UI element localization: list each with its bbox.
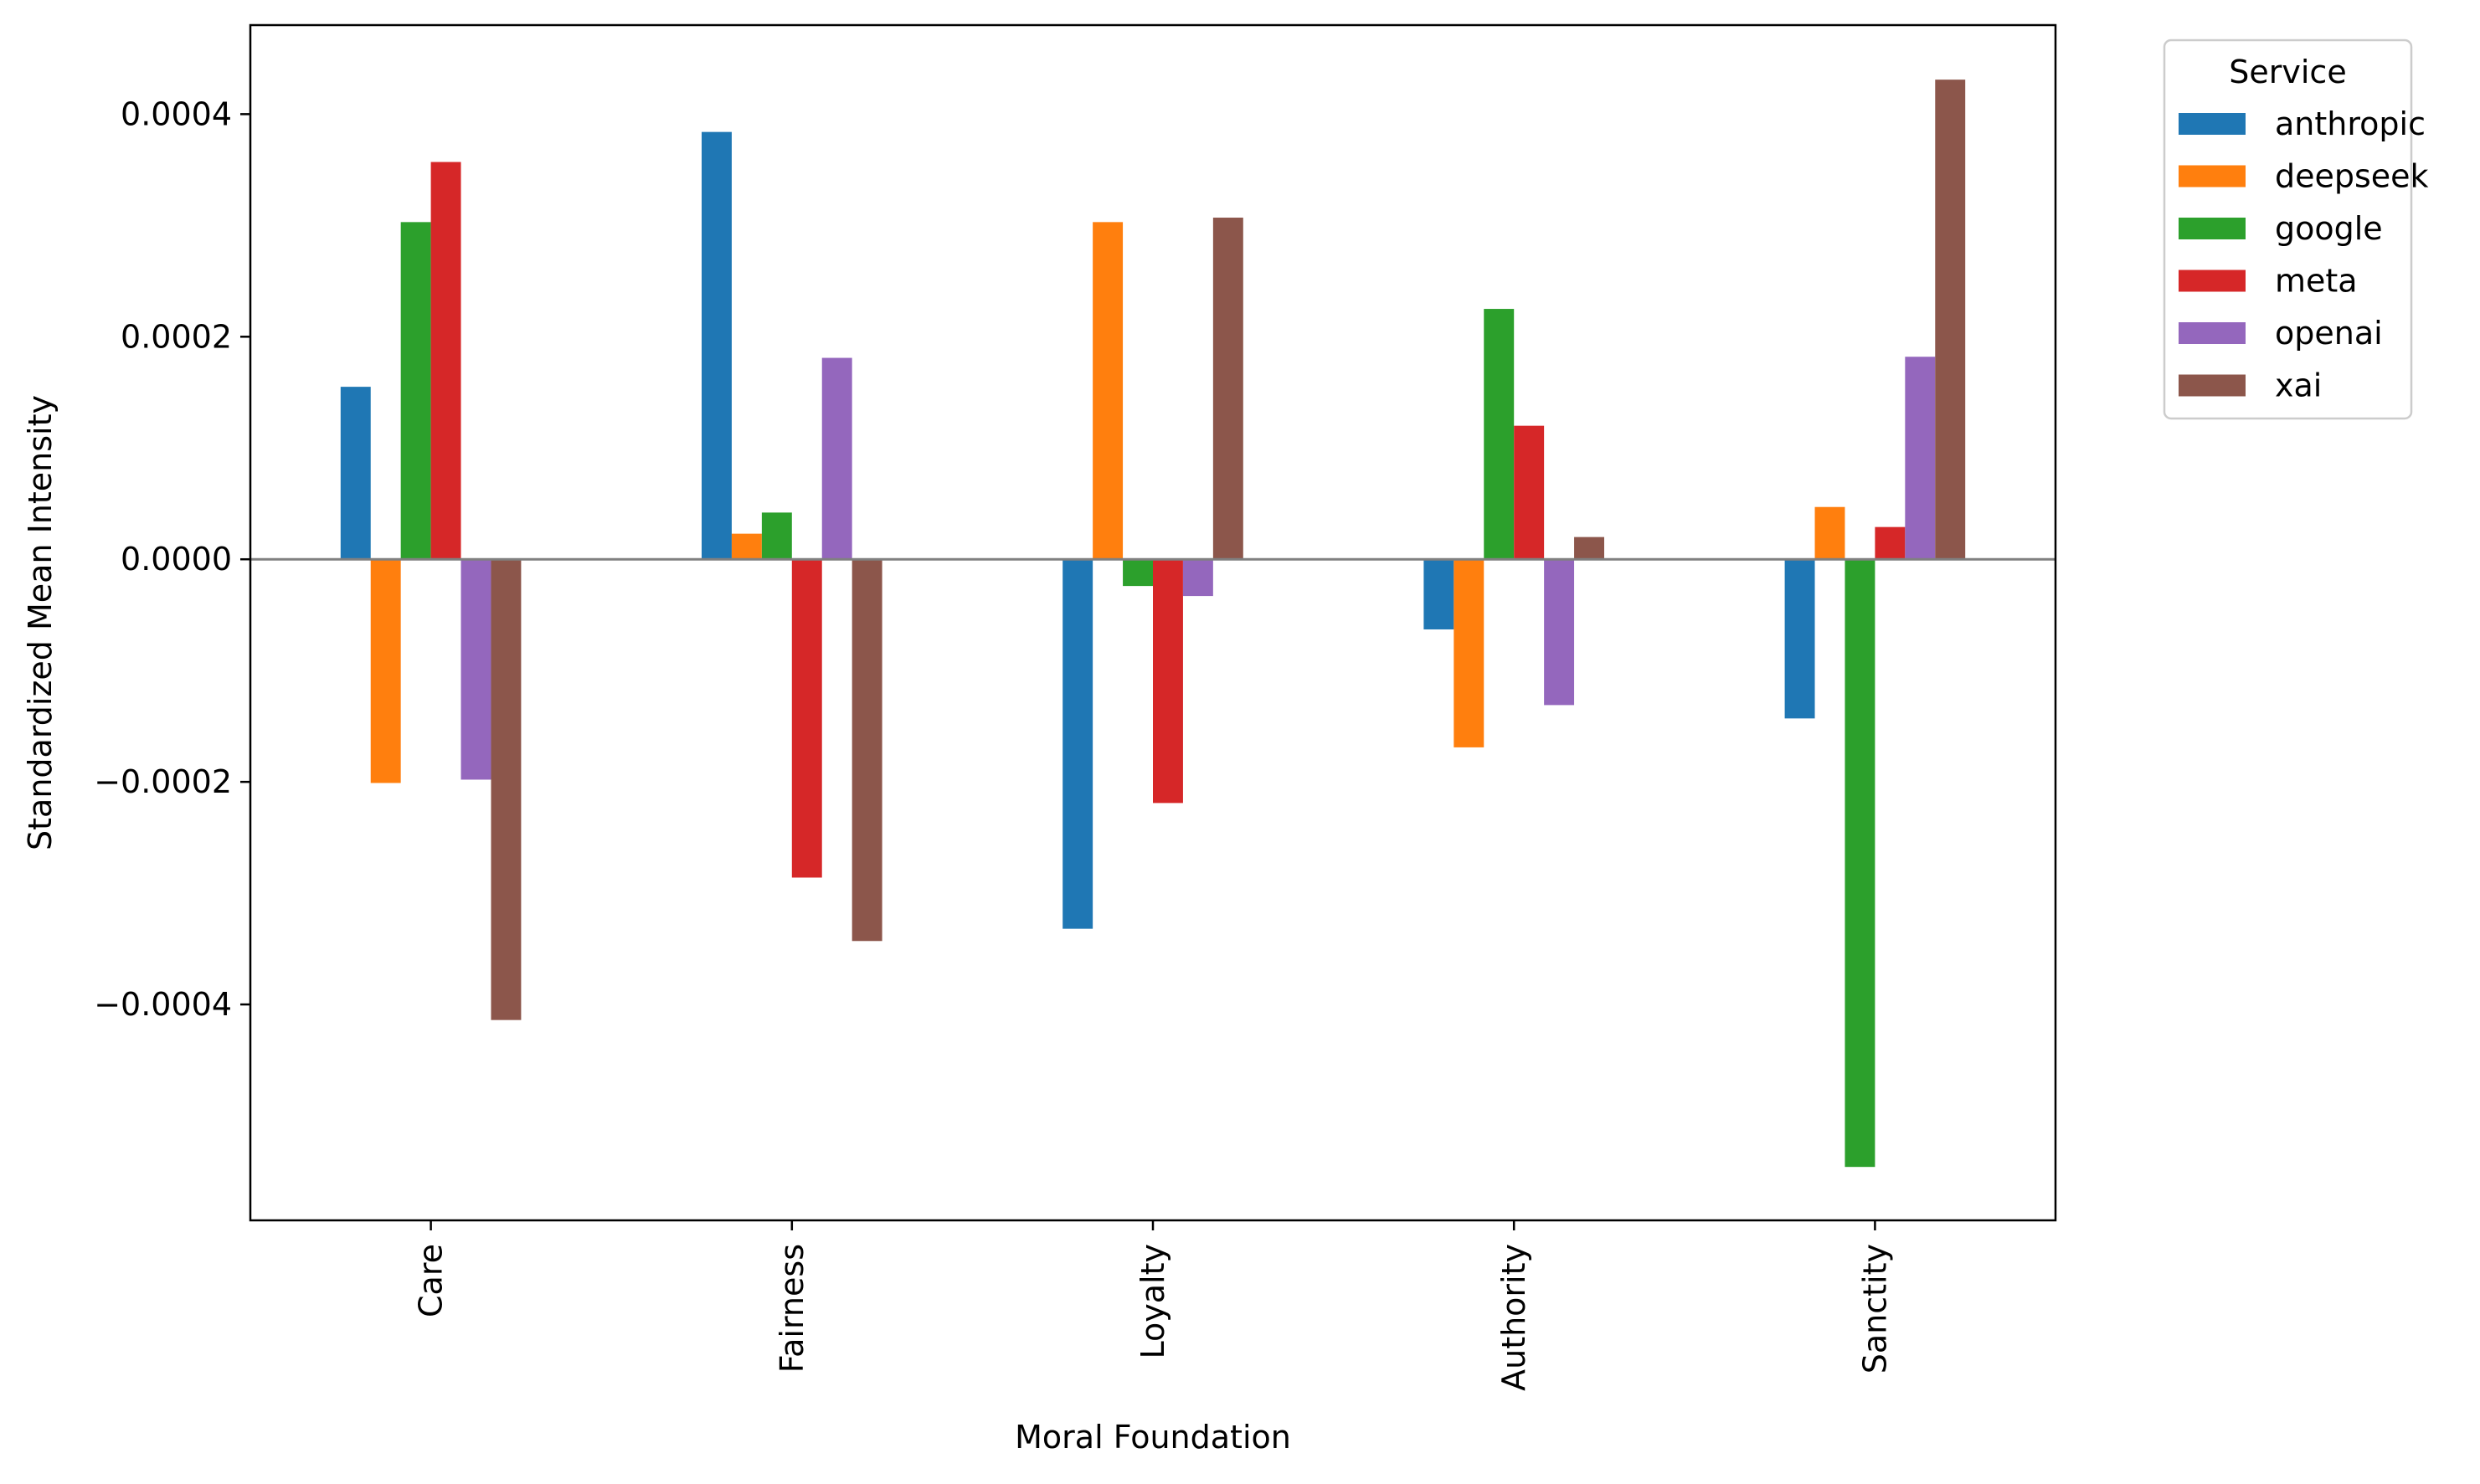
bar-openai-loyalty xyxy=(1182,559,1213,597)
bar-anthropic-care xyxy=(340,387,371,560)
x-tick-label-sanctity: Sanctity xyxy=(1856,1244,1893,1374)
bar-xai-fairness xyxy=(852,559,882,942)
legend-label-openai: openai xyxy=(2275,315,2383,352)
legend-swatch-anthropic xyxy=(2179,113,2246,135)
y-axis-label: Standardized Mean Intensity xyxy=(22,395,59,850)
x-tick-label-authority: Authority xyxy=(1495,1244,1532,1391)
bar-google-sanctity xyxy=(1845,559,1875,1168)
legend-label-google: google xyxy=(2275,210,2383,247)
bar-deepseek-care xyxy=(370,559,401,783)
bar-anthropic-fairness xyxy=(702,131,732,560)
legend-swatch-openai xyxy=(2179,322,2246,344)
legend-swatch-deepseek xyxy=(2179,165,2246,187)
bar-google-loyalty xyxy=(1123,559,1153,587)
bar-deepseek-sanctity xyxy=(1814,506,1845,560)
bar-deepseek-loyalty xyxy=(1093,222,1124,560)
bar-google-care xyxy=(400,222,431,560)
bar-google-authority xyxy=(1484,309,1515,560)
y-tick-label: −0.0002 xyxy=(94,763,232,800)
bar-deepseek-authority xyxy=(1454,559,1484,747)
y-tick-label: −0.0004 xyxy=(94,986,232,1023)
bar-anthropic-authority xyxy=(1423,559,1454,629)
bar-xai-authority xyxy=(1574,537,1604,560)
bar-meta-sanctity xyxy=(1875,526,1906,560)
y-tick-label: 0.0002 xyxy=(121,318,232,355)
legend-swatch-xai xyxy=(2179,374,2246,397)
legend: Service anthropic deepseek google meta opena… xyxy=(2163,39,2429,420)
legend-swatch-google xyxy=(2179,218,2246,239)
bar-anthropic-loyalty xyxy=(1062,559,1093,929)
y-axis: 0.0004 0.0002 0.0000 −0.0002 −0.0004 xyxy=(94,95,250,1023)
x-tick-label-loyalty: Loyalty xyxy=(1135,1244,1171,1358)
bar-openai-care xyxy=(460,559,491,780)
bar-openai-authority xyxy=(1544,559,1575,706)
x-tick-label-care: Care xyxy=(413,1244,450,1317)
bar-openai-fairness xyxy=(821,357,852,560)
x-tick-label-fairness: Fairness xyxy=(774,1244,810,1373)
bar-meta-loyalty xyxy=(1153,559,1183,804)
x-axis-label: Moral Foundation xyxy=(1015,1419,1291,1456)
bar-xai-care xyxy=(491,559,522,1020)
y-tick-label: 0.0004 xyxy=(121,95,232,132)
bar-deepseek-fairness xyxy=(731,533,762,560)
legend-swatch-meta xyxy=(2179,270,2246,292)
legend-label-xai: xai xyxy=(2275,367,2322,404)
bar-meta-care xyxy=(430,162,461,560)
bar-xai-loyalty xyxy=(1212,218,1243,560)
legend-label-meta: meta xyxy=(2275,263,2358,300)
bar-xai-sanctity xyxy=(1935,80,1966,560)
legend-label-deepseek: deepseek xyxy=(2275,158,2429,195)
legend-title: Service xyxy=(2229,54,2346,90)
bar-meta-authority xyxy=(1514,425,1545,560)
y-tick-label: 0.0000 xyxy=(121,541,232,578)
bar-google-fairness xyxy=(761,512,792,560)
bar-meta-fairness xyxy=(791,559,822,878)
legend-label-anthropic: anthropic xyxy=(2275,105,2426,142)
x-axis: Care Fairness Loyalty Authority Sanctity xyxy=(413,1220,1893,1391)
bar-openai-sanctity xyxy=(1905,357,1936,560)
bars-layer xyxy=(340,80,1966,1168)
bar-anthropic-sanctity xyxy=(1784,559,1815,719)
